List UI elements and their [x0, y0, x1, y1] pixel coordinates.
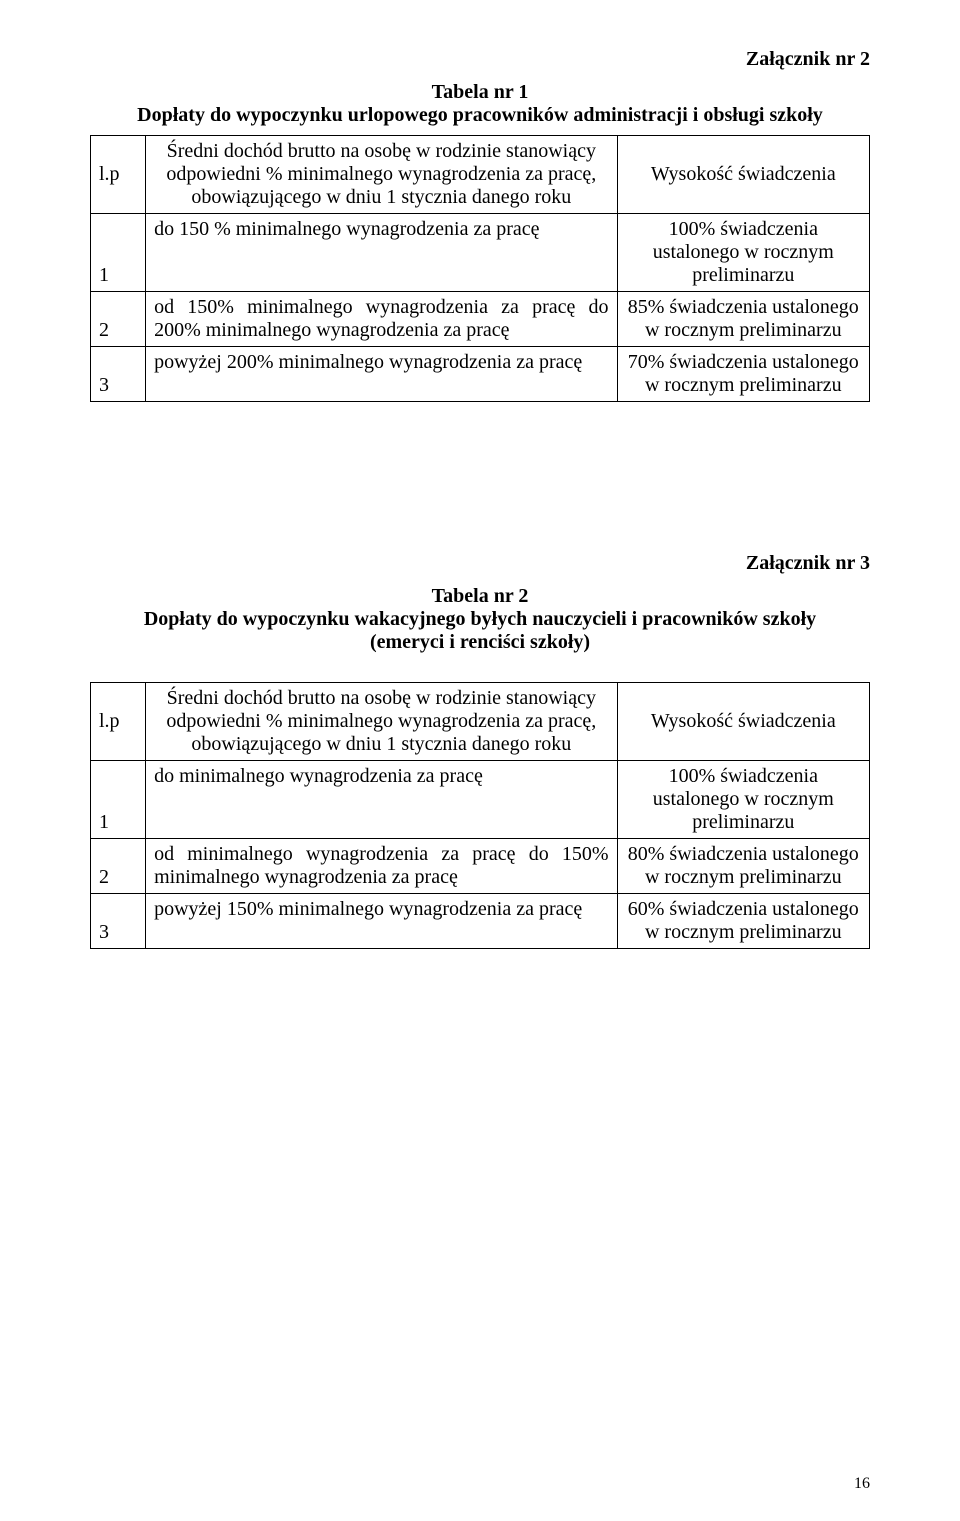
table1-row2-lp: 2 [91, 292, 146, 347]
table1-title: Tabela nr 1 [90, 81, 870, 104]
table1-row3-val: 70% świadczenia ustalonego w rocznym pre… [617, 347, 869, 402]
table1-subtitle: Dopłaty do wypoczynku urlopowego pracown… [90, 104, 870, 127]
table1-row1-desc: do 150 % minimalnego wynagrodzenia za pr… [146, 214, 617, 292]
table2-row3-val: 60% świadczenia ustalonego w rocznym pre… [617, 894, 869, 949]
table2-header-val: Wysokość świadczenia [617, 683, 869, 761]
table1-header-lp: l.p [91, 136, 146, 214]
table1-row3-desc: powyżej 200% minimalnego wynagrodzenia z… [146, 347, 617, 402]
table-row: 1 do 150 % minimalnego wynagrodzenia za … [91, 214, 870, 292]
table-row: 2 od 150% minimalnego wynagrodzenia za p… [91, 292, 870, 347]
table1-header-row: l.p Średni dochód brutto na osobę w rodz… [91, 136, 870, 214]
table-row: 3 powyżej 150% minimalnego wynagrodzenia… [91, 894, 870, 949]
table-row: 3 powyżej 200% minimalnego wynagrodzenia… [91, 347, 870, 402]
table1-row2-desc: od 150% minimalnego wynagrodzenia za pra… [146, 292, 617, 347]
table2-row1-lp: 1 [91, 761, 146, 839]
table-row: 1 do minimalnego wynagrodzenia za pracę … [91, 761, 870, 839]
table2-row1-desc: do minimalnego wynagrodzenia za pracę [146, 761, 617, 839]
table1-row1-val: 100% świadczenia ustalonego w rocznym pr… [617, 214, 869, 292]
table1-row1-lp: 1 [91, 214, 146, 292]
table2-header-row: l.p Średni dochód brutto na osobę w rodz… [91, 683, 870, 761]
table1-header-desc: Średni dochód brutto na osobę w rodzinie… [146, 136, 617, 214]
table2: l.p Średni dochód brutto na osobę w rodz… [90, 682, 870, 949]
table1-header-val: Wysokość świadczenia [617, 136, 869, 214]
table2-subtitle-line2: (emeryci i renciści szkoły) [90, 631, 870, 654]
attachment-label-2: Załącznik nr 2 [90, 48, 870, 71]
table2-row1-val: 100% świadczenia ustalonego w rocznym pr… [617, 761, 869, 839]
table2-header-desc: Średni dochód brutto na osobę w rodzinie… [146, 683, 617, 761]
table2-row3-lp: 3 [91, 894, 146, 949]
table2-row3-desc: powyżej 150% minimalnego wynagrodzenia z… [146, 894, 617, 949]
table2-subtitle-line1: Dopłaty do wypoczynku wakacyjnego byłych… [144, 608, 816, 630]
table1-row3-lp: 3 [91, 347, 146, 402]
table2-subtitle: Dopłaty do wypoczynku wakacyjnego byłych… [90, 608, 870, 654]
table2-row2-lp: 2 [91, 839, 146, 894]
table1: l.p Średni dochód brutto na osobę w rodz… [90, 135, 870, 402]
table-row: 2 od minimalnego wynagrodzenia za pracę … [91, 839, 870, 894]
table2-header-lp: l.p [91, 683, 146, 761]
table1-row2-val: 85% świadczenia ustalonego w rocznym pre… [617, 292, 869, 347]
table2-title: Tabela nr 2 [90, 585, 870, 608]
page-number: 16 [854, 1475, 870, 1493]
table2-row2-val: 80% świadczenia ustalonego w rocznym pre… [617, 839, 869, 894]
table2-row2-desc: od minimalnego wynagrodzenia za pracę do… [146, 839, 617, 894]
attachment-label-3: Załącznik nr 3 [90, 552, 870, 575]
